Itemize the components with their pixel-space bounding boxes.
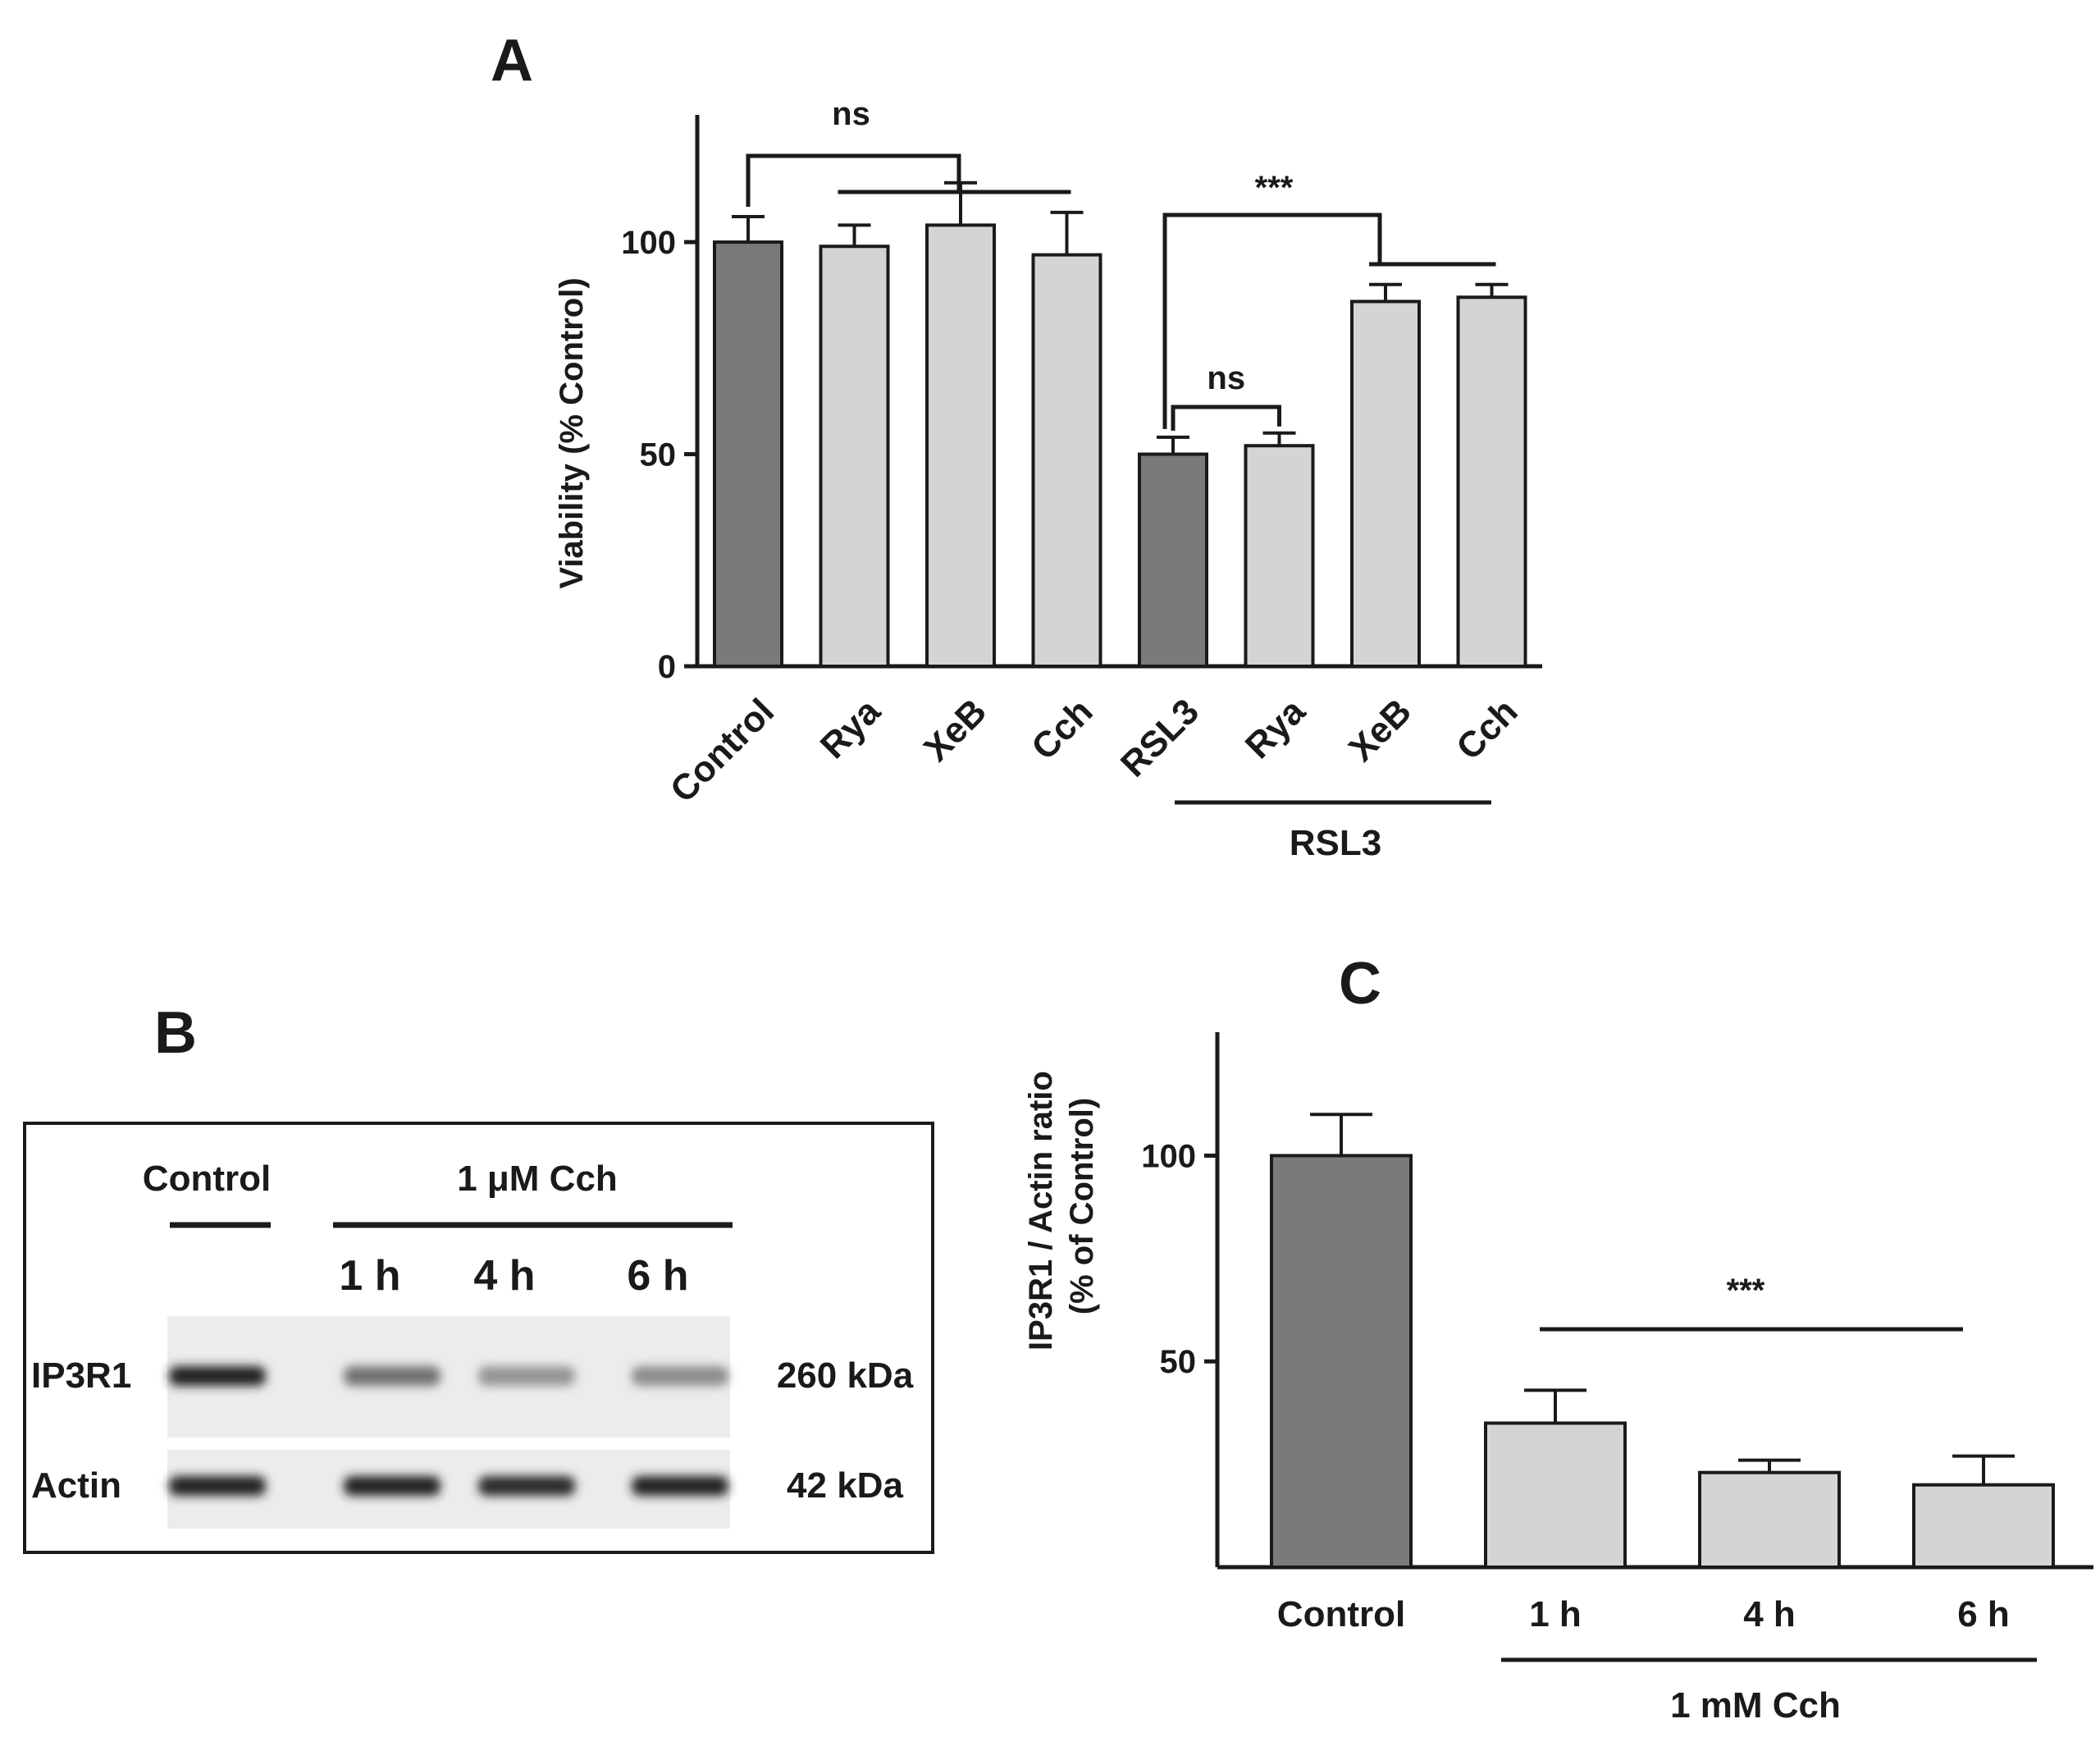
blot-control-label: Control xyxy=(143,1159,271,1199)
western-blot: Control 1 μM Cch 1 h 4 h 6 h IP3R1 260 kDa A… xyxy=(23,1122,934,1554)
blot-lane-label: 6 h xyxy=(627,1252,688,1300)
blot-size-label: 42 kDa xyxy=(787,1465,903,1506)
chart-a-category-label: Rya xyxy=(813,691,888,766)
chart-c-bar xyxy=(1912,1483,2055,1569)
chart-c-y-axis-title-line2: (% of Control) xyxy=(1064,1098,1100,1314)
chart-a-bar xyxy=(1456,295,1527,668)
blot-lane-label: 4 h xyxy=(473,1252,535,1300)
chart-a-category-label: XeB xyxy=(916,691,994,769)
blot-band xyxy=(478,1476,575,1496)
blot-band xyxy=(344,1476,441,1496)
chart-a-significance-bracket xyxy=(746,153,961,208)
chart-c-category-label: 4 h xyxy=(1743,1594,1796,1634)
blot-band xyxy=(632,1366,728,1386)
chart-a-annotation: ns xyxy=(1207,360,1245,396)
chart-a-category-label: XeB xyxy=(1341,691,1419,769)
chart-c-annotation: *** xyxy=(1727,1273,1765,1309)
chart-c-y-tick-label: 50 xyxy=(1160,1344,1197,1380)
chart-a-y-tick-label: 0 xyxy=(658,649,676,685)
panel-letter-a: A xyxy=(491,28,533,94)
chart-a-y-axis-title: Viability (% Control) xyxy=(554,277,590,588)
blot-band xyxy=(632,1476,728,1496)
blot-row-label: Actin xyxy=(31,1465,121,1506)
chart-a-bar xyxy=(713,240,783,669)
chart-a-category-label: Control xyxy=(663,691,782,810)
chart-a-category-label: Cch xyxy=(1449,691,1525,767)
chart-c-bar xyxy=(1270,1154,1413,1569)
chart-a-bar xyxy=(1350,299,1421,668)
chart-c-group-label: 1 mM Cch xyxy=(1670,1685,1841,1726)
chart-a-bar xyxy=(819,245,890,668)
chart-c-category-label: Control xyxy=(1277,1594,1405,1634)
chart-a-group-label: RSL3 xyxy=(1290,823,1381,863)
chart-a-category-label: RSL3 xyxy=(1113,691,1207,784)
panel-letter-b: B xyxy=(154,1000,197,1066)
blot-row-label: IP3R1 xyxy=(31,1355,131,1396)
panel-letter-c: C xyxy=(1339,951,1381,1017)
chart-a-significance-bracket xyxy=(1162,213,1382,429)
chart-a-bar xyxy=(925,223,996,668)
chart-c-y-axis-title-line1: IP3R1 / Actin ratio xyxy=(1023,1071,1059,1351)
chart-c-y-tick-label: 100 xyxy=(1141,1138,1196,1174)
chart-c: IP3R1 / Actin ratio (% of Control) 50 100… xyxy=(1023,1032,2093,1726)
chart-a-significance-bracket xyxy=(1171,405,1281,431)
blot-band xyxy=(169,1476,266,1496)
chart-c-category-label: 6 h xyxy=(1957,1594,2010,1634)
chart-a: Viability (% Control) 0 50 100 Control Rya X… xyxy=(554,96,1542,863)
chart-a-y-tick-label: 50 xyxy=(640,437,677,473)
blot-treatment-label: 1 μM Cch xyxy=(457,1159,618,1199)
blot-lane-label: 1 h xyxy=(339,1252,400,1300)
chart-a-category-label: Cch xyxy=(1024,691,1100,767)
chart-a-category-label: Rya xyxy=(1238,691,1313,766)
chart-a-bar xyxy=(1031,253,1102,668)
chart-a-bar xyxy=(1138,452,1208,668)
chart-a-annotation: ns xyxy=(832,96,870,132)
chart-c-bar xyxy=(1698,1470,1841,1569)
chart-c-y-axis-title: IP3R1 / Actin ratio (% of Control) xyxy=(1023,1062,1100,1351)
chart-c-category-label: 1 h xyxy=(1529,1594,1582,1634)
blot-band xyxy=(478,1366,575,1386)
blot-size-label: 260 kDa xyxy=(777,1355,914,1396)
chart-a-annotation: *** xyxy=(1255,170,1294,206)
blot-band xyxy=(344,1366,441,1386)
blot-band xyxy=(169,1366,266,1386)
chart-c-bar xyxy=(1484,1421,1627,1570)
chart-a-y-tick-label: 100 xyxy=(621,225,676,261)
chart-a-bar xyxy=(1244,444,1315,668)
